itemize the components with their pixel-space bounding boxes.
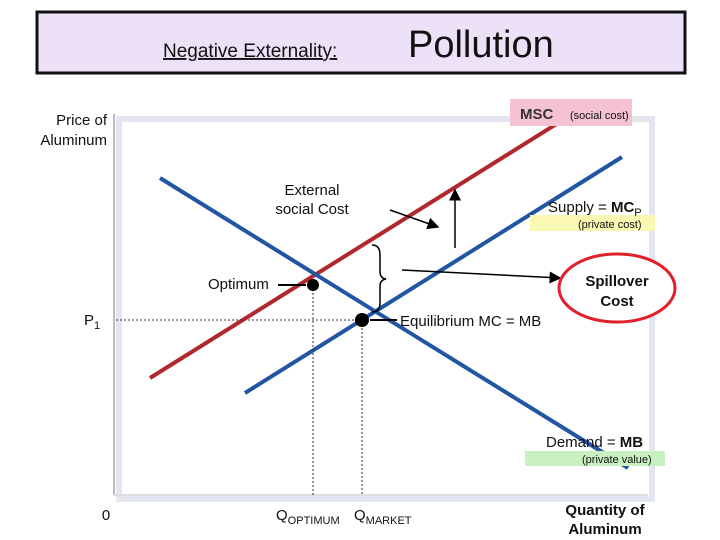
equilibrium-point — [355, 313, 369, 327]
supply-label: Supply = MCP — [548, 199, 642, 219]
title-box — [35, 10, 687, 75]
supply-text: Supply = — [548, 199, 611, 216]
supply-sub: P — [634, 207, 641, 219]
price-text: P — [84, 312, 94, 329]
demand-label: Demand = MB — [546, 434, 643, 451]
msc-label: MSC — [520, 106, 554, 123]
arrow — [389, 209, 440, 230]
title-lead: Negative Externality: — [163, 41, 337, 62]
optimum-label: Optimum — [208, 276, 269, 293]
arrow — [401, 269, 562, 284]
demand-note: (private value) — [582, 454, 652, 466]
msc-label-bg — [510, 99, 632, 126]
q-market-label: QMARKET — [354, 507, 412, 527]
supply-bold: MC — [611, 199, 634, 216]
q-sub: OPTIMUM — [288, 515, 340, 527]
supply-curve — [243, 155, 624, 395]
q-text: Q — [354, 507, 366, 524]
optimum-point — [307, 279, 319, 291]
brace — [371, 244, 387, 313]
external-cost-bg — [256, 180, 372, 220]
external-cost-label: External — [284, 182, 339, 199]
equilibrium-label: Equilibrium MC = MB — [400, 313, 541, 330]
x-axis-label: Quantity of — [565, 502, 645, 519]
price-sub: 1 — [94, 320, 100, 332]
msc-note: (social cost) — [570, 110, 629, 122]
q-text: Q — [276, 507, 288, 524]
demand-text: Demand = — [546, 434, 620, 451]
spillover-label: Spillover — [585, 273, 649, 290]
demand-curve — [158, 176, 630, 470]
title-main: Pollution — [408, 24, 554, 66]
q-optimum-label: QOPTIMUM — [276, 507, 340, 527]
demand-bold: MB — [620, 434, 643, 451]
price-label: P1 — [84, 312, 100, 332]
supply-note-bg — [530, 215, 655, 231]
y-axis-label: Aluminum — [40, 132, 107, 149]
external-cost-label: social Cost — [275, 201, 349, 218]
spillover-ellipse — [557, 252, 677, 324]
supply-note: (private cost) — [578, 219, 642, 231]
spillover-label: Cost — [600, 293, 633, 310]
q-sub: MARKET — [366, 515, 412, 527]
demand-note-bg — [525, 451, 665, 466]
msc-curve — [148, 121, 560, 380]
x-axis-label: Aluminum — [568, 521, 641, 538]
origin-label: 0 — [102, 507, 110, 524]
y-axis-label: Price of — [56, 112, 108, 129]
